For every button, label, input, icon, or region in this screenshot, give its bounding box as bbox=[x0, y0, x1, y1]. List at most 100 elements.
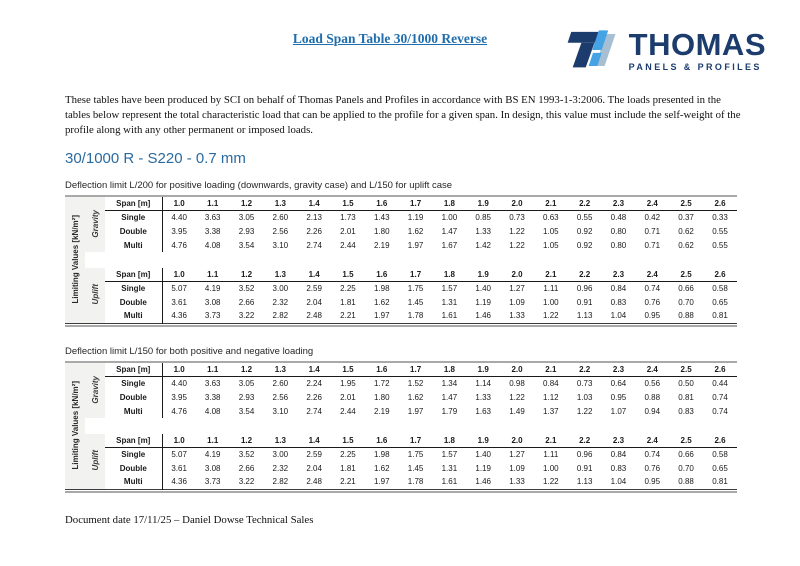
value-cell: 1.00 bbox=[543, 297, 559, 307]
value-cell: 0.96 bbox=[576, 283, 593, 293]
value-cell: 1.72 bbox=[373, 378, 390, 388]
value-cell: 3.63 bbox=[204, 212, 221, 222]
document-title: Load Span Table 30/1000 Reverse bbox=[292, 31, 488, 46]
value-cell: 1.80 bbox=[373, 226, 390, 236]
value-cell: 1.31 bbox=[441, 297, 458, 307]
value-cell: 2.44 bbox=[340, 240, 356, 250]
thomas-t-logo-icon bbox=[564, 23, 622, 77]
value-cell: 0.66 bbox=[678, 283, 694, 293]
table-row-single: Single 4.40 3.63 3.05 2.60 2.13 1.73 1.43 1.19 1.… bbox=[65, 210, 737, 224]
value-cell: 1.31 bbox=[441, 463, 458, 473]
value-cell: 1.09 bbox=[509, 297, 525, 307]
value-cell: 2.56 bbox=[272, 392, 289, 402]
value-cell: 1.67 bbox=[441, 240, 458, 250]
value-cell: 1.11 bbox=[543, 449, 559, 459]
span-value: 1.5 bbox=[331, 268, 365, 282]
row-label: Single bbox=[105, 210, 163, 224]
value-cell: 0.84 bbox=[610, 449, 627, 459]
span-value: 2.1 bbox=[533, 268, 568, 282]
value-cell: 0.76 bbox=[644, 297, 661, 307]
table-row-double: Double 3.95 3.38 2.93 2.56 2.26 2.01 1.80 1.62 1.… bbox=[65, 224, 737, 238]
value-cell: 2.59 bbox=[306, 283, 322, 293]
value-cell: 1.04 bbox=[610, 311, 627, 321]
value-cell: 1.22 bbox=[509, 240, 525, 250]
span-value: 1.6 bbox=[364, 268, 399, 282]
value-cell: 0.94 bbox=[644, 406, 661, 416]
table-row-multi: Multi 4.36 3.73 3.22 2.82 2.48 2.21 1.97 1.78 1.6… bbox=[65, 309, 737, 323]
span-header: Span [m] bbox=[105, 197, 163, 211]
span-value: 1.3 bbox=[263, 434, 298, 448]
direction-label-gravity: Gravity bbox=[85, 363, 105, 418]
span-value: 1.9 bbox=[466, 197, 501, 211]
span-header-row: Uplift Span [m] 1.0 1.1 1.2 1.3 1.4 1.5 1.6 1.7 1.… bbox=[65, 434, 737, 489]
value-cell: 4.76 bbox=[171, 406, 187, 416]
value-cell: 1.07 bbox=[610, 406, 627, 416]
span-value: 2.5 bbox=[669, 434, 703, 448]
value-cell: 1.27 bbox=[509, 449, 525, 459]
value-cell: 2.01 bbox=[340, 226, 356, 236]
document-footer: Document date 17/11/25 – Daniel Dowse Te… bbox=[65, 514, 314, 526]
value-cell: 0.66 bbox=[678, 449, 694, 459]
span-value: 1.4 bbox=[297, 363, 332, 377]
value-cell: 0.37 bbox=[678, 212, 694, 222]
value-cell: 0.42 bbox=[644, 212, 661, 222]
table-row-single: Single 5.07 4.19 3.52 3.00 2.59 2.25 1.98 1.75 1.… bbox=[65, 447, 737, 461]
span-value: 1.4 bbox=[297, 434, 332, 448]
span-value: 2.3 bbox=[601, 268, 636, 282]
value-cell: 3.10 bbox=[272, 406, 289, 416]
value-cell: 1.95 bbox=[340, 378, 356, 388]
value-cell: 2.59 bbox=[306, 449, 322, 459]
span-value: 1.0 bbox=[162, 197, 196, 211]
span-value: 2.1 bbox=[533, 197, 568, 211]
value-cell: 0.88 bbox=[678, 477, 694, 487]
value-cell: 1.57 bbox=[441, 283, 458, 293]
row-label: Double bbox=[105, 461, 163, 475]
direction-label-uplift: Uplift bbox=[85, 268, 105, 323]
value-cell: 1.19 bbox=[407, 212, 424, 222]
value-cell: 0.55 bbox=[712, 240, 728, 250]
value-cell: 1.14 bbox=[475, 378, 491, 388]
value-cell: 1.97 bbox=[373, 311, 390, 321]
value-cell: 0.70 bbox=[678, 463, 694, 473]
value-cell: 2.56 bbox=[272, 226, 289, 236]
value-cell: 4.76 bbox=[171, 240, 187, 250]
load-span-table-2: Limiting Values [kN/m²] Gravity Span [m] 1.… bbox=[65, 361, 737, 493]
value-cell: 1.22 bbox=[509, 226, 525, 236]
value-cell: 4.08 bbox=[204, 406, 221, 416]
load-span-grid: Limiting Values [kN/m²] Gravity Span [m] 1.… bbox=[65, 363, 737, 490]
value-cell: 3.00 bbox=[272, 449, 289, 459]
span-value: 2.2 bbox=[567, 434, 602, 448]
value-cell: 3.05 bbox=[238, 378, 255, 388]
value-cell: 1.63 bbox=[475, 406, 491, 416]
value-cell: 2.66 bbox=[238, 463, 255, 473]
value-cell: 2.32 bbox=[272, 463, 289, 473]
span-value: 2.3 bbox=[601, 434, 636, 448]
value-cell: 3.61 bbox=[171, 297, 187, 307]
row-label: Multi bbox=[105, 309, 163, 323]
span-value: 1.8 bbox=[432, 268, 467, 282]
value-cell: 1.75 bbox=[407, 449, 424, 459]
span-value: 1.8 bbox=[432, 434, 467, 448]
value-cell: 1.04 bbox=[610, 477, 627, 487]
value-cell: 2.13 bbox=[306, 212, 322, 222]
span-value: 1.5 bbox=[331, 434, 365, 448]
value-cell: 1.09 bbox=[509, 463, 525, 473]
value-cell: 1.19 bbox=[475, 463, 491, 473]
span-value: 1.0 bbox=[162, 434, 196, 448]
value-cell: 0.95 bbox=[644, 311, 661, 321]
span-value: 1.1 bbox=[195, 197, 230, 211]
value-cell: 0.88 bbox=[678, 311, 694, 321]
value-cell: 1.46 bbox=[475, 477, 491, 487]
value-cell: 0.64 bbox=[610, 378, 627, 388]
table-2-caption: Deflection limit L/150 for both positive… bbox=[65, 346, 314, 357]
value-cell: 3.22 bbox=[238, 311, 255, 321]
value-cell: 0.83 bbox=[678, 406, 694, 416]
value-cell: 2.74 bbox=[306, 406, 322, 416]
value-cell: 4.19 bbox=[204, 449, 221, 459]
span-value: 2.5 bbox=[669, 268, 703, 282]
value-cell: 1.45 bbox=[407, 463, 424, 473]
span-value: 2.2 bbox=[567, 197, 602, 211]
value-cell: 1.49 bbox=[509, 406, 525, 416]
value-cell: 1.11 bbox=[543, 283, 559, 293]
value-cell: 0.83 bbox=[610, 463, 627, 473]
